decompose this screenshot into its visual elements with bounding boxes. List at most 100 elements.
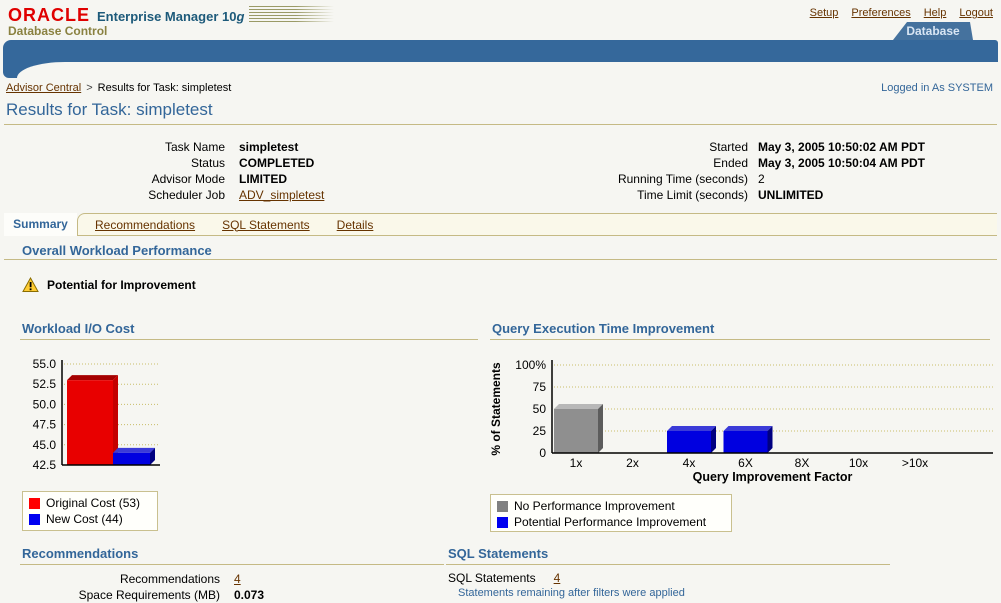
legend-item: No Performance Improvement	[497, 498, 725, 514]
io-cost-legend: Original Cost (53) New Cost (44)	[22, 491, 158, 531]
running-time-label: Running Time (seconds)	[617, 172, 748, 186]
global-links: Setup Preferences Help Logout	[810, 7, 993, 19]
title-rule	[4, 124, 997, 125]
svg-text:52.5: 52.5	[33, 377, 57, 391]
banner-bar	[3, 40, 998, 62]
original-cost-swatch	[29, 497, 40, 509]
workload-io-cost-chart: 55.0 52.5 50.0 47.5 45.0 42.5	[33, 357, 160, 472]
space-requirements-label: Space Requirements (MB)	[78, 588, 220, 602]
legend-item: Potential Performance Improvement	[497, 514, 725, 530]
breadcrumb-separator: >	[86, 82, 93, 94]
legend-label: No Performance Improvement	[514, 499, 675, 513]
legend-label: Original Cost (53)	[46, 496, 141, 510]
sql-statements-row: SQL Statements 4	[448, 571, 560, 585]
tab-sql-statements[interactable]: SQL Statements	[222, 217, 310, 232]
recommendations-metrics: Recommendations 4 Space Requirements (MB…	[0, 571, 264, 603]
task-info-row: Advisor Mode LIMITED	[0, 171, 324, 187]
tab-database[interactable]: Database	[893, 22, 973, 40]
svg-text:50: 50	[533, 402, 547, 416]
product-text: Enterprise Manager 10	[97, 9, 237, 24]
preferences-link[interactable]: Preferences	[851, 7, 911, 19]
legend-label: Potential Performance Improvement	[514, 515, 707, 529]
logged-in-as: Logged in As SYSTEM	[881, 82, 993, 94]
started-value: May 3, 2005 10:50:02 AM PDT	[758, 140, 925, 154]
time-limit-value: UNLIMITED	[758, 188, 824, 202]
warning-text: Potential for Improvement	[47, 278, 196, 292]
ended-value: May 3, 2005 10:50:04 AM PDT	[758, 156, 925, 170]
space-requirements-value: 0.073	[234, 588, 265, 602]
section-rule	[4, 259, 997, 260]
svg-text:42.5: 42.5	[33, 458, 57, 472]
task-info-row: Ended May 3, 2005 10:50:04 AM PDT	[520, 155, 925, 171]
overall-workload-performance-heading: Overall Workload Performance	[22, 243, 212, 258]
help-link[interactable]: Help	[923, 7, 947, 19]
recommendations-count-label: Recommendations	[119, 572, 220, 586]
breadcrumb-current: Results for Task: simpletest	[97, 82, 232, 94]
task-info-row: Task Name simpletest	[0, 139, 324, 155]
branding: ORACLE Enterprise Manager 10g	[8, 5, 244, 26]
status-value: COMPLETED	[239, 156, 315, 170]
svg-text:% of Statements: % of Statements	[489, 362, 503, 456]
chart-heading-rule	[490, 339, 990, 340]
sql-statements-rule	[446, 564, 890, 565]
svg-text:1x: 1x	[570, 456, 583, 470]
query-execution-time-chart: 100% 75 50 25 0 1x 2x 4x 6X 8X 10x >10x Query Improv…	[489, 358, 993, 484]
task-name-label: Task Name	[164, 140, 225, 154]
recommendations-heading: Recommendations	[22, 546, 139, 561]
breadcrumb: Advisor Central > Results for Task: simple…	[6, 82, 231, 94]
time-limit-label: Time Limit (seconds)	[637, 188, 748, 202]
metric-row: Recommendations 4	[0, 571, 264, 587]
svg-text:45.0: 45.0	[33, 438, 57, 452]
tab-summary[interactable]: Summary	[4, 213, 77, 236]
oracle-logo: ORACLE	[8, 5, 90, 25]
task-info-row: Scheduler Job ADV_simpletest	[0, 187, 324, 203]
warning-row: Potential for Improvement	[22, 277, 196, 293]
status-label: Status	[190, 156, 225, 170]
warning-icon	[22, 277, 39, 292]
svg-text:10x: 10x	[849, 456, 868, 470]
advisor-mode-value: LIMITED	[239, 172, 287, 186]
breadcrumb-advisor-central[interactable]: Advisor Central	[6, 82, 82, 94]
legend-item: New Cost (44)	[29, 511, 151, 527]
setup-link[interactable]: Setup	[809, 7, 839, 19]
sql-statements-heading: SQL Statements	[448, 546, 549, 561]
svg-text:25: 25	[533, 424, 547, 438]
tab-details[interactable]: Details	[336, 217, 374, 232]
task-name-value: simpletest	[239, 140, 299, 154]
legend-label: New Cost (44)	[46, 512, 123, 526]
product-name: Enterprise Manager 10g	[97, 9, 244, 24]
scheduler-job-link[interactable]: ADV_simpletest	[239, 188, 325, 202]
query-execution-heading: Query Execution Time Improvement	[492, 321, 715, 336]
legend-item: Original Cost (53)	[29, 495, 151, 511]
tab-strip: Recommendations SQL Statements Details	[77, 213, 997, 236]
query-improvement-legend: No Performance Improvement Potential Per…	[490, 494, 732, 532]
task-info-right: Started May 3, 2005 10:50:02 AM PDT Ende…	[520, 139, 925, 203]
product-g: g	[236, 9, 245, 24]
task-info-row: Time Limit (seconds) UNLIMITED	[520, 187, 925, 203]
potential-improvement-swatch	[497, 516, 508, 528]
workload-io-cost-heading: Workload I/O Cost	[22, 321, 135, 336]
recommendations-count-link[interactable]: 4	[234, 572, 241, 586]
svg-text:100%: 100%	[515, 358, 546, 372]
sql-statements-note: Statements remaining after filters were …	[458, 587, 685, 599]
scheduler-job-label: Scheduler Job	[148, 188, 225, 202]
tab-recommendations[interactable]: Recommendations	[95, 217, 196, 232]
no-improvement-swatch	[497, 500, 508, 512]
logout-link[interactable]: Logout	[959, 7, 993, 19]
database-control-label: Database Control	[8, 24, 108, 38]
task-info-row: Started May 3, 2005 10:50:02 AM PDT	[520, 139, 925, 155]
svg-text:0: 0	[539, 446, 546, 460]
recommendations-rule	[20, 564, 444, 565]
task-info-row: Status COMPLETED	[0, 155, 324, 171]
sql-statements-label: SQL Statements	[448, 571, 536, 585]
sql-statements-count-link[interactable]: 4	[553, 571, 561, 585]
svg-text:Query Improvement Factor: Query Improvement Factor	[693, 470, 853, 484]
chart-heading-rule	[20, 339, 478, 340]
running-time-value: 2	[758, 172, 765, 186]
svg-text:55.0: 55.0	[33, 357, 57, 371]
new-cost-swatch	[29, 513, 40, 525]
svg-text:75: 75	[533, 380, 547, 394]
advisor-mode-label: Advisor Mode	[151, 172, 225, 186]
header-stripes-decoration	[249, 6, 334, 22]
